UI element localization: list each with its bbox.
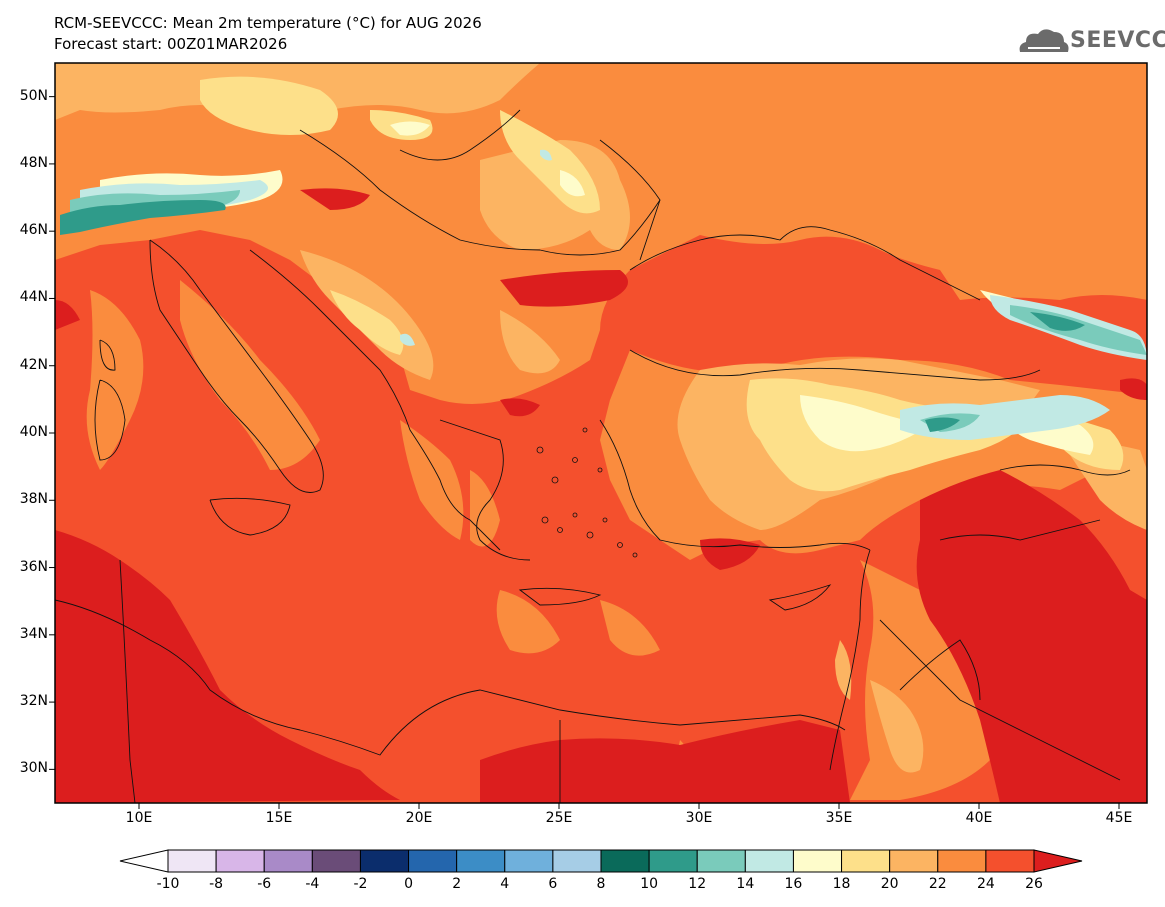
colorbar-label: 16 <box>784 876 803 892</box>
lon-tick-label: 45E <box>1105 810 1133 826</box>
colorbar-swatch <box>167 849 217 873</box>
map-title: RCM-SEEVCCC: Mean 2m temperature (°C) fo… <box>54 14 482 32</box>
colorbar-label: 22 <box>928 876 947 892</box>
colorbar-label: 12 <box>688 876 707 892</box>
colorbar-label: 20 <box>880 876 899 892</box>
lat-tick-label: 50N <box>19 87 48 104</box>
colorbar-swatch <box>311 849 361 873</box>
colorbar-swatch <box>215 849 265 873</box>
lat-tick-label: 40N <box>19 424 48 440</box>
lon-tick-label: 10E <box>125 810 153 826</box>
colorbar-label: 4 <box>500 876 510 892</box>
colorbar-swatch <box>359 849 410 873</box>
colorbar-swatch <box>648 849 698 873</box>
colorbar-swatch <box>263 849 313 873</box>
lat-tick-label: 36N <box>19 558 48 575</box>
aegean-islands <box>536 427 638 558</box>
colorbar-swatch <box>408 849 458 873</box>
lon-tick-label: 20E <box>405 810 433 826</box>
colorbar-label: 26 <box>1025 876 1043 892</box>
colorbar-swatch <box>985 849 1035 873</box>
colorbar-label: 6 <box>548 876 558 892</box>
lon-tick-label: 40E <box>965 810 993 826</box>
lat-tick-label: 44N <box>19 289 48 306</box>
lon-tick-label: 35E <box>825 810 853 826</box>
colorbar-high-extend <box>1033 849 1083 873</box>
cloud-icon <box>1019 29 1069 52</box>
field-10-12 <box>60 200 1085 432</box>
colorbar-swatch <box>889 849 939 873</box>
lat-tick-label: 48N <box>19 154 48 171</box>
colorbar-label: -10 <box>156 876 180 892</box>
colorbar-swatch <box>504 849 554 873</box>
colorbar-swatch <box>937 849 987 873</box>
colorbar-label: -4 <box>305 876 320 892</box>
colorbar-label: -6 <box>257 876 272 892</box>
colorbar-swatch <box>744 849 794 873</box>
lon-tick-label: 30E <box>685 810 713 826</box>
colorbar-swatch <box>552 849 602 873</box>
forecast-start-subtitle: Forecast start: 00Z01MAR2026 <box>54 35 288 53</box>
lat-tick-label: 30N <box>19 760 48 777</box>
colorbar-label: 10 <box>640 876 659 892</box>
seevccc-logo: SEEVCCC <box>1070 28 1165 53</box>
colorbar-label: 2 <box>452 876 462 892</box>
colorbar-label: 0 <box>404 876 413 892</box>
colorbar-low-extend <box>119 849 169 873</box>
colorbar-label: -2 <box>353 876 368 892</box>
lon-tick-label: 15E <box>265 810 293 826</box>
coastlines <box>55 109 1131 803</box>
colorbar-label: 24 <box>976 876 995 892</box>
colorbar-swatch <box>600 849 650 873</box>
colorbar-swatch <box>456 849 506 873</box>
lat-tick-label: 38N <box>19 491 48 508</box>
lon-tick-label: 25E <box>545 810 573 826</box>
colorbar-swatch <box>696 849 746 873</box>
lat-tick-label: 34N <box>19 625 48 642</box>
field-above-26 <box>55 188 1147 803</box>
colorbar-label: 18 <box>832 876 851 892</box>
colorbar-label: 14 <box>736 876 755 892</box>
lat-tick-label: 46N <box>19 222 48 239</box>
lat-tick-label: 32N <box>19 693 48 710</box>
lat-tick-label: 42N <box>19 356 48 373</box>
colorbar-swatch <box>841 849 891 873</box>
colorbar-label: 8 <box>596 876 606 892</box>
colorbar-label: -8 <box>209 876 224 892</box>
colorbar-swatch <box>792 849 843 873</box>
